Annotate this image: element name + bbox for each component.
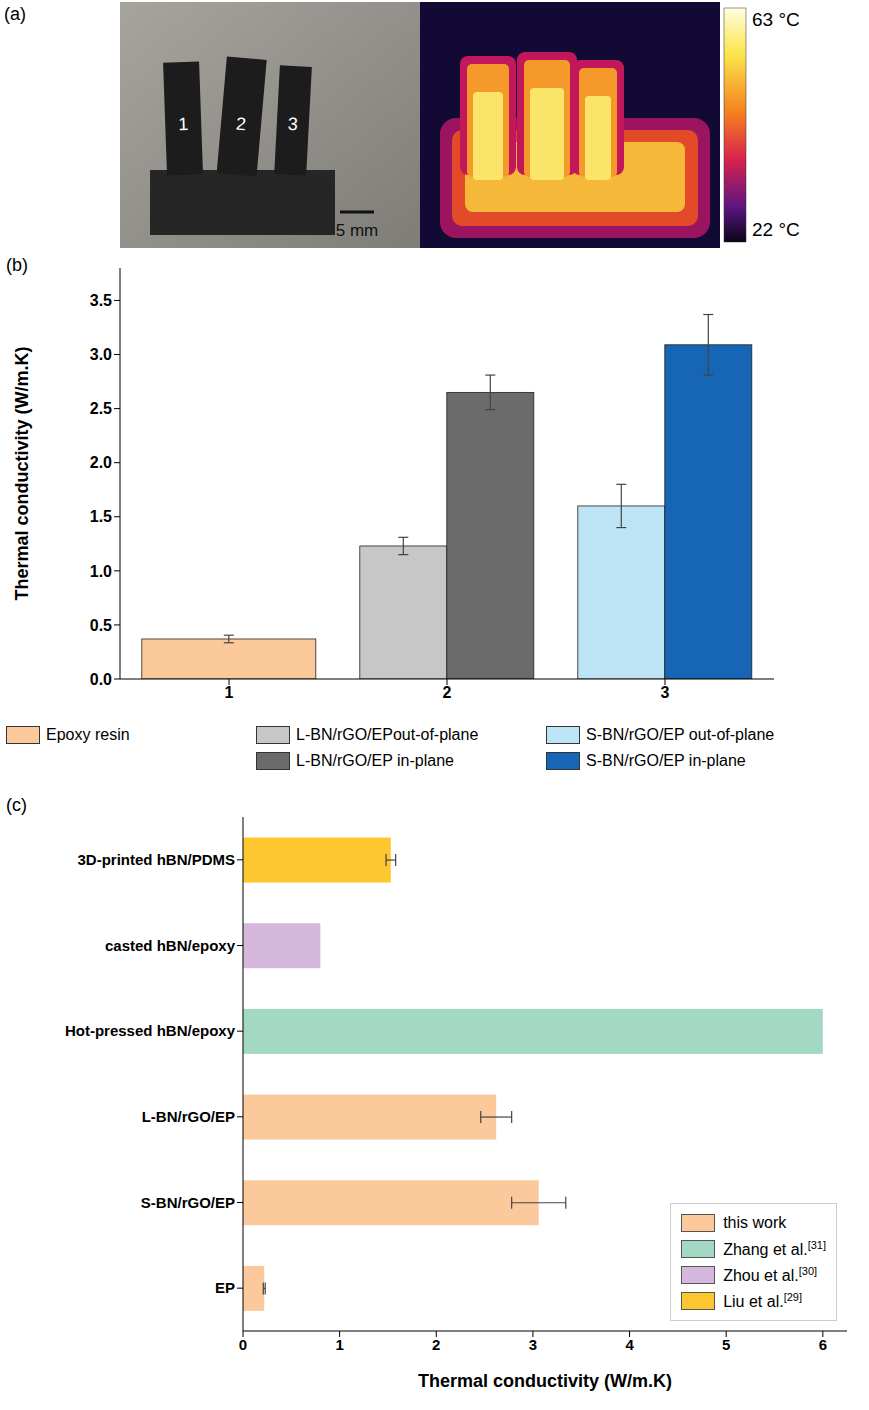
svg-text:5 mm: 5 mm — [336, 221, 379, 240]
svg-text:S-BN/rGO/EP: S-BN/rGO/EP — [141, 1194, 235, 1211]
html-text:L-BN/rGO/EPout-of-plane: L-BN/rGO/EPout-of-plane — [296, 726, 479, 743]
html-text:Liu et al.[29]: Liu et al.[29] — [723, 1290, 802, 1311]
svg-text:0: 0 — [239, 1336, 247, 1353]
svg-text:3D-printed hBN/PDMS: 3D-printed hBN/PDMS — [78, 851, 236, 868]
svg-text:22 °C: 22 °C — [752, 219, 800, 240]
html-text:Zhou et al.[30]: Zhou et al.[30] — [723, 1264, 818, 1285]
html-text:this work: this work — [723, 1214, 787, 1231]
svg-text:Hot-pressed hBN/epoxy: Hot-pressed hBN/epoxy — [65, 1022, 236, 1039]
svg-text:0.0: 0.0 — [90, 671, 112, 688]
svg-text:3.0: 3.0 — [90, 346, 112, 363]
svg-text:4: 4 — [625, 1336, 634, 1353]
svg-text:2: 2 — [443, 684, 452, 701]
html-text:S-BN/rGO/EP in-plane: S-BN/rGO/EP in-plane — [586, 752, 746, 769]
svg-text:(a): (a) — [4, 4, 26, 24]
svg-text:2: 2 — [432, 1336, 440, 1353]
svg-text:5: 5 — [722, 1336, 730, 1353]
html-text:S-BN/rGO/EP out-of-plane: S-BN/rGO/EP out-of-plane — [586, 726, 775, 743]
svg-text:3: 3 — [529, 1336, 537, 1353]
svg-text:2.0: 2.0 — [90, 454, 112, 471]
svg-text:1: 1 — [225, 684, 234, 701]
svg-text:3: 3 — [287, 114, 298, 134]
svg-text:casted hBN/epoxy: casted hBN/epoxy — [105, 937, 236, 954]
svg-text:Thermal conductivity (W/m.K): Thermal conductivity (W/m.K) — [12, 346, 32, 600]
svg-text:63 °C: 63 °C — [752, 9, 800, 30]
svg-text:3.5: 3.5 — [90, 292, 112, 309]
svg-text:1.0: 1.0 — [90, 563, 112, 580]
html-text:Epoxy resin: Epoxy resin — [46, 726, 130, 743]
svg-text:1: 1 — [178, 114, 189, 134]
html-text:L-BN/rGO/EP in-plane: L-BN/rGO/EP in-plane — [296, 752, 454, 769]
svg-text:L-BN/rGO/EP: L-BN/rGO/EP — [142, 1108, 235, 1125]
svg-text:0.5: 0.5 — [90, 617, 112, 634]
svg-text:1.5: 1.5 — [90, 508, 112, 525]
html-text:(c): (c) — [6, 795, 27, 815]
svg-text:EP: EP — [215, 1279, 235, 1296]
svg-text:2.5: 2.5 — [90, 400, 112, 417]
svg-text:3: 3 — [661, 684, 670, 701]
html-text:(b): (b) — [6, 255, 28, 275]
svg-text:Thermal conductivity (W/m.K): Thermal conductivity (W/m.K) — [418, 1371, 672, 1391]
svg-text:2: 2 — [235, 114, 247, 135]
svg-text:6: 6 — [819, 1336, 827, 1353]
html-text:Zhang et al.[31]: Zhang et al.[31] — [723, 1238, 826, 1259]
svg-text:1: 1 — [335, 1336, 343, 1353]
